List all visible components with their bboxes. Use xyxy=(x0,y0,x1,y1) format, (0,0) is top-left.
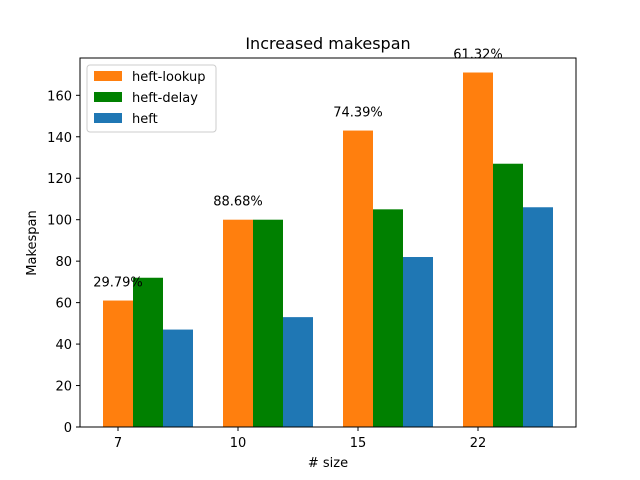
x-tick-label-15: 15 xyxy=(350,436,367,451)
legend-label-heft-delay: heft-delay xyxy=(132,91,198,106)
y-axis-label: Makespan xyxy=(25,210,40,275)
axes-layer: 0 20 40 60 80 100 120 140 160 7 10 15 22 xyxy=(47,57,577,451)
annotation-15: 74.39% xyxy=(333,106,383,121)
x-axis-label: # size xyxy=(308,456,348,471)
y-tick-label-0: 0 xyxy=(64,421,72,436)
bar-heft-22 xyxy=(523,207,553,427)
bars-layer xyxy=(103,72,553,428)
bar-heft-delay-15 xyxy=(373,209,403,427)
bar-heft-lookup-7 xyxy=(103,300,133,427)
y-tick-label-20: 20 xyxy=(55,380,72,395)
bar-heft-15 xyxy=(403,257,433,427)
x-tick-label-7: 7 xyxy=(114,436,122,451)
y-tick-label-160: 160 xyxy=(47,89,72,104)
y-tick-label-40: 40 xyxy=(55,338,72,353)
bar-heft-10 xyxy=(283,317,313,427)
x-tick-label-10: 10 xyxy=(230,436,247,451)
legend-swatch-heft-delay xyxy=(94,92,122,102)
bar-heft-lookup-22 xyxy=(463,72,493,428)
bar-heft-lookup-15 xyxy=(343,130,373,427)
bar-heft-delay-22 xyxy=(493,163,523,427)
y-tick-label-120: 120 xyxy=(47,172,72,187)
x-tick-label-22: 22 xyxy=(470,436,487,451)
legend-label-heft: heft xyxy=(132,112,158,127)
y-tick-label-80: 80 xyxy=(55,255,72,270)
bar-heft-delay-7 xyxy=(133,277,163,427)
chart-title: Increased makespan xyxy=(245,34,410,53)
bar-heft-lookup-10 xyxy=(223,219,253,427)
annotation-10: 88.68% xyxy=(213,195,263,210)
y-tick-label-60: 60 xyxy=(55,297,72,312)
legend: heft-lookup heft-delay heft xyxy=(86,64,217,133)
annotation-22: 61.32% xyxy=(453,48,503,63)
annotation-7: 29.79% xyxy=(93,276,143,291)
bar-heft-7 xyxy=(163,329,193,427)
bar-heft-delay-10 xyxy=(253,219,283,427)
y-tick-label-100: 100 xyxy=(47,214,72,229)
legend-label-heft-lookup: heft-lookup xyxy=(132,70,206,85)
legend-swatch-heft xyxy=(94,113,122,123)
y-tick-label-140: 140 xyxy=(47,131,72,146)
annotations-layer: 29.79% 88.68% 74.39% 61.32% xyxy=(93,48,503,291)
legend-swatch-heft-lookup xyxy=(94,71,122,81)
plot-frame xyxy=(79,57,577,428)
